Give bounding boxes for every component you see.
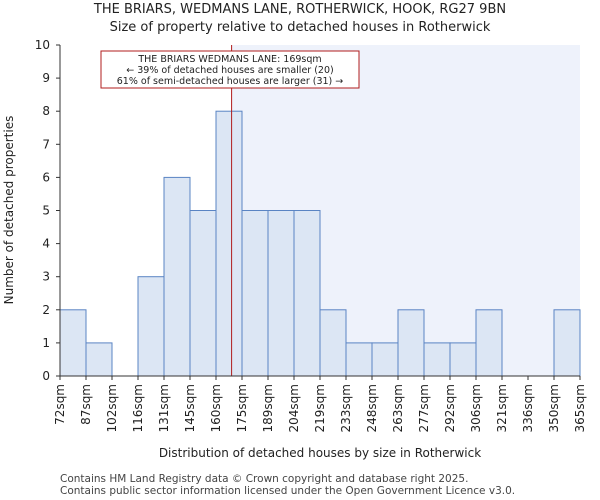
histogram-bar bbox=[371, 342, 399, 377]
x-tick-label: 204sqm bbox=[287, 384, 301, 432]
y-tick-label: 10 bbox=[35, 38, 50, 52]
x-tick-label: 277sqm bbox=[417, 384, 431, 432]
y-tick-label: 3 bbox=[42, 270, 50, 284]
x-tick-label: 219sqm bbox=[313, 384, 327, 432]
histogram-bar bbox=[215, 110, 243, 377]
histogram-bar bbox=[553, 309, 581, 377]
y-tick-label: 1 bbox=[42, 336, 50, 350]
y-tick-label: 5 bbox=[42, 204, 50, 218]
x-tick-label: 189sqm bbox=[261, 384, 275, 432]
x-axis-label: Distribution of detached houses by size … bbox=[159, 446, 481, 460]
x-tick-label: 116sqm bbox=[131, 384, 145, 432]
annotation-line-1: THE BRIARS WEDMANS LANE: 169sqm bbox=[137, 54, 321, 65]
x-tick-label: 102sqm bbox=[105, 384, 119, 432]
x-tick-label: 306sqm bbox=[469, 384, 483, 432]
histogram-bar bbox=[189, 210, 217, 377]
histogram-bar bbox=[397, 309, 425, 377]
x-tick-label: 131sqm bbox=[157, 384, 171, 432]
y-tick-label: 7 bbox=[42, 137, 50, 151]
y-tick-label: 0 bbox=[42, 369, 50, 383]
histogram-bar bbox=[475, 309, 503, 377]
histogram-bar bbox=[267, 210, 295, 377]
x-tick-label: 350sqm bbox=[547, 384, 561, 432]
annotation-line-2: ← 39% of detached houses are smaller (20… bbox=[126, 65, 333, 76]
x-tick-label: 175sqm bbox=[235, 384, 249, 432]
footer-line-2: Contains public sector information licen… bbox=[60, 485, 516, 497]
y-tick-label: 6 bbox=[42, 170, 50, 184]
x-tick-label: 87sqm bbox=[79, 384, 93, 425]
x-tick-label: 321sqm bbox=[495, 384, 509, 432]
histogram-bar bbox=[293, 210, 321, 377]
y-tick-label: 8 bbox=[42, 104, 50, 118]
annotation-line-3: 61% of semi-detached houses are larger (… bbox=[117, 76, 344, 87]
chart-subtitle: Size of property relative to detached ho… bbox=[109, 20, 491, 35]
x-tick-label: 160sqm bbox=[209, 384, 223, 432]
x-tick-label: 336sqm bbox=[521, 384, 535, 432]
histogram-bar bbox=[163, 176, 191, 377]
chart-title: THE BRIARS, WEDMANS LANE, ROTHERWICK, HO… bbox=[93, 2, 507, 17]
annotation-box bbox=[100, 50, 360, 89]
histogram-bar bbox=[449, 342, 477, 377]
x-tick-label: 263sqm bbox=[391, 384, 405, 432]
histogram-bar bbox=[137, 276, 165, 377]
y-axis-label: Number of detached properties bbox=[2, 116, 16, 305]
x-tick-label: 365sqm bbox=[573, 384, 587, 432]
histogram-bar bbox=[423, 342, 451, 377]
y-tick-label: 4 bbox=[42, 237, 50, 251]
histogram-chart: 0 1 2 3 4 5 6 7 8 9 10 72sqm 87sqm 102sqm 116sqm 131sq… bbox=[2, 38, 587, 460]
histogram-bar bbox=[241, 210, 269, 377]
histogram-bar bbox=[59, 309, 87, 377]
footer-line-1: Contains HM Land Registry data © Crown c… bbox=[60, 473, 469, 485]
histogram-bar bbox=[319, 309, 347, 377]
x-tick-label: 292sqm bbox=[443, 384, 457, 432]
x-tick-label: 145sqm bbox=[183, 384, 197, 432]
y-tick-label: 2 bbox=[42, 303, 50, 317]
x-tick-label: 72sqm bbox=[53, 384, 67, 425]
x-tick-label: 248sqm bbox=[365, 384, 379, 432]
histogram-bar bbox=[85, 342, 113, 377]
y-tick-label: 9 bbox=[42, 71, 50, 85]
x-tick-label: 233sqm bbox=[339, 384, 353, 432]
histogram-bar bbox=[345, 342, 373, 377]
